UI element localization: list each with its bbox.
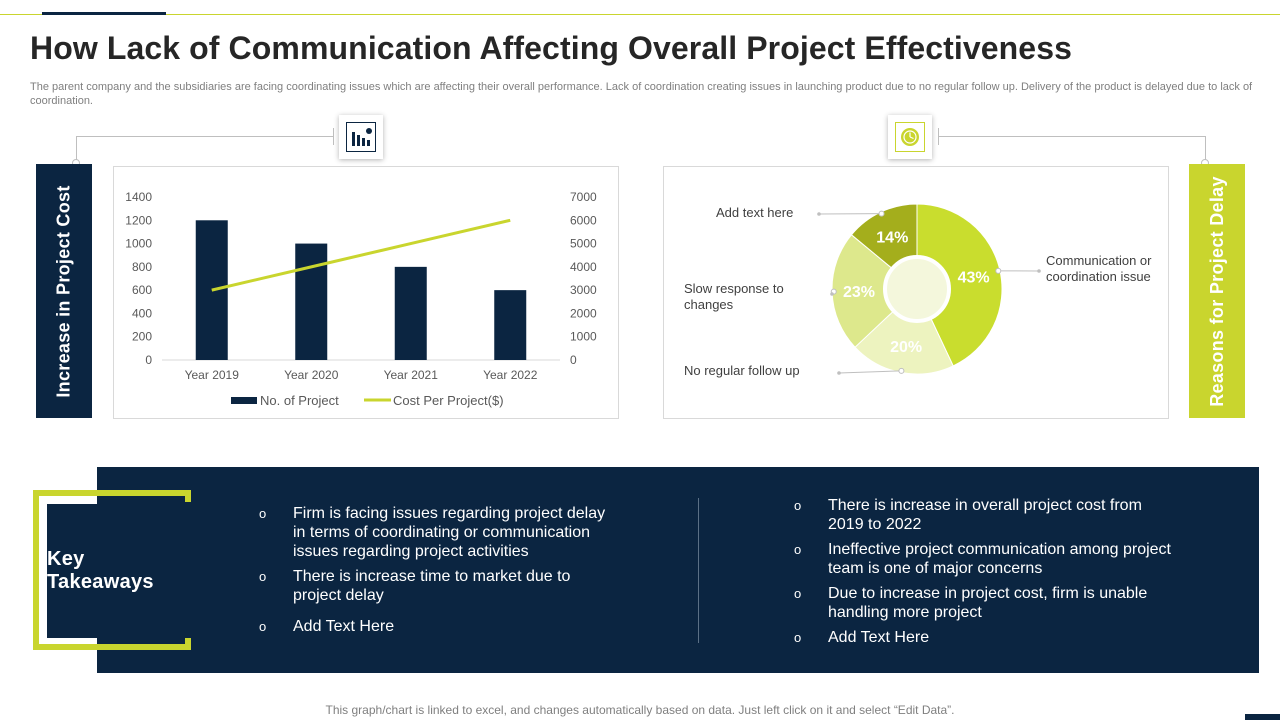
- right-tick-label: 6000: [570, 213, 597, 227]
- list-item: o There is increase time to market due to…: [259, 567, 619, 605]
- legend-line-label: Cost Per Project($): [393, 393, 504, 408]
- list-item-text: There is increase in overall project cos…: [828, 497, 1142, 533]
- slice-percent-label: 20%: [890, 339, 922, 356]
- left-tick-label: 1200: [125, 213, 152, 227]
- right-tick-label: 2000: [570, 306, 597, 320]
- list-item: o Ineffective project communication among…: [794, 540, 1174, 578]
- left-tick-label: 0: [145, 353, 152, 367]
- cost-per-project-line: [211, 218, 511, 292]
- list-item-text: Due to increase in project cost, firm is…: [828, 585, 1148, 621]
- list-item-text: Add Text Here: [828, 629, 930, 646]
- right-tick-label: 4000: [570, 260, 597, 274]
- bullet-icon: o: [794, 630, 802, 645]
- list-item: o There is increase in overall project co…: [794, 496, 1174, 534]
- top-accent-bar: [42, 12, 166, 15]
- pie-label-no-follow-up: No regular follow up: [684, 363, 800, 378]
- leader-end: [830, 292, 834, 296]
- left-connector-tick: [333, 128, 334, 145]
- right-section-label: Reasons for Project Delay: [1206, 175, 1227, 407]
- donut-hole: [883, 255, 951, 323]
- bracket-bottom-end: [185, 638, 191, 650]
- page-subtitle: The parent company and the subsidiaries …: [30, 81, 1253, 107]
- list-item: o Add Text Here: [794, 628, 1174, 647]
- bar-chart-decline-icon: [346, 122, 376, 152]
- donut-chart: 43% 20% 23% 14%: [817, 203, 1041, 375]
- leader-dot: [995, 267, 1002, 274]
- key-takeaways-band: [97, 467, 1259, 673]
- slice-percent-label: 23%: [843, 284, 875, 301]
- list-item-text: Firm is facing issues regarding project …: [293, 505, 606, 560]
- right-tick-label: 7000: [570, 190, 597, 204]
- bullet-icon: o: [794, 586, 802, 601]
- slice-percent-label: 43%: [958, 269, 990, 286]
- bullet-icon: o: [259, 506, 267, 521]
- top-rule: [0, 14, 1280, 15]
- takeaways-divider: [698, 498, 699, 643]
- combo-chart-panel: 0 200 400 600 800 1000 1200 1400 0 1000 2000 3000 40…: [113, 166, 619, 419]
- clock-icon: [895, 122, 925, 152]
- right-tick-label: 3000: [570, 283, 597, 297]
- corner-accent: [1245, 714, 1280, 720]
- list-item-text: Ineffective project communication among …: [828, 541, 1171, 577]
- bullet-icon: o: [794, 542, 802, 557]
- right-tick-label: 0: [570, 353, 577, 367]
- leader-end: [817, 212, 821, 216]
- left-section-label-bar: Increase in Project Cost: [36, 164, 92, 418]
- legend-bar-label: No. of Project: [260, 393, 339, 408]
- bracket-top-end: [185, 490, 191, 502]
- left-tick-label: 1400: [125, 190, 152, 204]
- legend-bar-swatch: [231, 397, 257, 404]
- leader-line: [838, 370, 902, 374]
- left-tick-label: 400: [132, 306, 152, 320]
- x-tick-label: Year 2019: [185, 368, 240, 382]
- takeaways-left-list: o Firm is facing issues regarding project…: [259, 504, 619, 642]
- key-takeaways-heading: Key Takeaways: [47, 548, 154, 593]
- page-title: How Lack of Communication Affecting Over…: [30, 30, 1072, 66]
- right-tick-label: 5000: [570, 237, 597, 251]
- pie-label-slow-response: Slow response to changes: [684, 281, 784, 312]
- bullet-icon: o: [259, 569, 267, 584]
- x-tick-label: Year 2020: [284, 368, 339, 382]
- leader-end: [1037, 269, 1041, 273]
- combo-chart: 0 200 400 600 800 1000 1200 1400 0 1000 2000 3000 40…: [125, 190, 597, 408]
- left-section-label: Increase in Project Cost: [53, 184, 74, 398]
- key-takeaways-heading-box: Key Takeaways: [47, 504, 191, 638]
- footer-note: This graph/chart is linked to excel, and…: [325, 703, 955, 717]
- x-tick-label: Year 2022: [483, 368, 538, 382]
- pie-label-communication: Communication or coordination issue: [1046, 253, 1152, 284]
- right-connector-v: [1205, 136, 1206, 164]
- slice-percent-label: 14%: [876, 230, 908, 247]
- key-takeaways-bracket: [33, 490, 191, 650]
- bar-year-2022: [494, 290, 527, 360]
- clock-icon-box: [888, 115, 932, 159]
- right-connector-tick: [938, 128, 939, 145]
- bullet-icon: o: [259, 619, 267, 634]
- list-item: o Add Text Here: [259, 617, 619, 636]
- leader-dot: [878, 210, 885, 217]
- takeaways-right-list: o There is increase in overall project co…: [794, 496, 1174, 653]
- left-tick-label: 600: [132, 283, 152, 297]
- x-tick-label: Year 2021: [384, 368, 439, 382]
- right-connector-h: [938, 136, 1205, 137]
- leader-end: [837, 371, 841, 375]
- left-connector-v: [76, 136, 77, 164]
- pie-label-add-text: Add text here: [716, 205, 794, 220]
- list-item: o Due to increase in project cost, firm i…: [794, 584, 1174, 622]
- list-item-text: Add Text Here: [293, 618, 395, 635]
- list-item-text: There is increase time to market due to …: [293, 568, 571, 604]
- list-item: o Firm is facing issues regarding project…: [259, 504, 619, 561]
- pie-chart-panel: 43% 20% 23% 14% Add text here Slow response…: [663, 166, 1169, 419]
- bar-year-2021: [394, 266, 427, 360]
- left-connector-h: [76, 136, 334, 137]
- right-tick-label: 1000: [570, 330, 597, 344]
- left-tick-label: 200: [132, 330, 152, 344]
- left-tick-label: 800: [132, 260, 152, 274]
- bar-chart-icon-box: [339, 115, 383, 159]
- left-tick-label: 1000: [125, 237, 152, 251]
- bullet-icon: o: [794, 498, 802, 513]
- leader-dot: [898, 367, 905, 374]
- bar-year-2020: [295, 243, 328, 360]
- right-section-label-bar: Reasons for Project Delay: [1189, 164, 1245, 418]
